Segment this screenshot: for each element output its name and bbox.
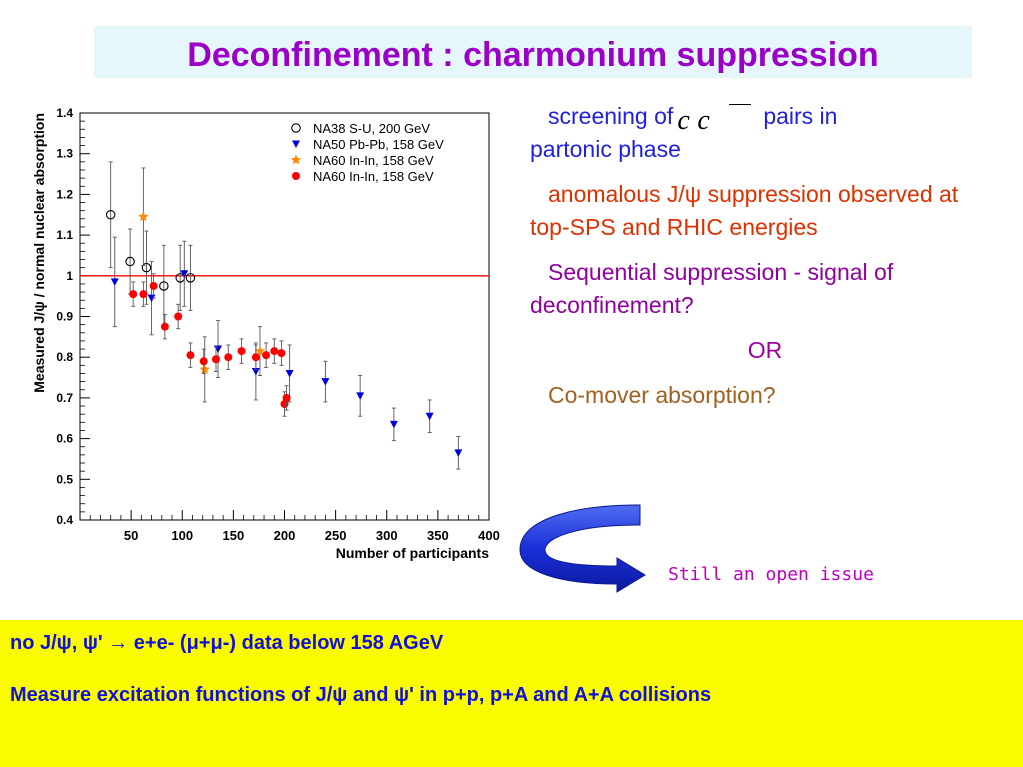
- suppression-chart: 0.4 0.5 0.6 0.7 0.8 0.9 1 1.1 1.2 1.3 1.4 50 100 150 2…: [31, 106, 500, 561]
- y-tick-label: 0.8: [56, 350, 73, 364]
- data-point: [180, 270, 189, 278]
- data-point: [251, 353, 260, 362]
- data-point: [356, 392, 365, 400]
- bullet-screening: screening of c c pairs in partonic phase: [530, 100, 1000, 166]
- data-point: [270, 347, 279, 356]
- y-tick-label: 0.9: [56, 310, 73, 324]
- data-point: [199, 357, 208, 366]
- data-point: [254, 345, 266, 356]
- data-point: [160, 322, 169, 331]
- data-point: [199, 363, 210, 374]
- curved-arrow-icon: [519, 504, 646, 593]
- legend-label: NA50 Pb-Pb, 158 GeV: [313, 137, 444, 152]
- x-axis-label: Number of participants: [336, 545, 489, 561]
- y-tick-label: 1: [66, 269, 73, 283]
- bullet-sequential: Sequential suppression - signal of decon…: [530, 256, 1000, 322]
- x-tick-label: 400: [478, 528, 500, 543]
- x-tick-label: 200: [274, 528, 296, 543]
- plot-frame: [79, 112, 490, 521]
- data-point: [149, 281, 158, 290]
- legend-label: NA60 In-In, 158 GeV: [313, 169, 434, 184]
- data-point: [105, 210, 116, 220]
- y-axis-label: Measured J/ψ / normal nuclear absorption: [31, 113, 47, 393]
- data-point: [129, 290, 138, 299]
- y-tick-label: 0.4: [56, 513, 73, 527]
- bottom-line-1: no J/ψ, ψ' → e+e- (μ+μ-) data below 158 …: [10, 632, 444, 654]
- legend-marker: [292, 172, 300, 180]
- bullet-comover-text: Co-mover absorption?: [548, 382, 776, 408]
- bullet-screening-post: pairs in: [763, 103, 838, 129]
- legend-marker: [292, 140, 300, 148]
- data-point: [285, 369, 294, 378]
- data-point: [139, 290, 148, 299]
- x-tick-label: 250: [325, 528, 347, 543]
- bullet-screening-pre: screening of: [548, 103, 674, 129]
- x-tick-label: 100: [171, 528, 193, 543]
- y-tick-label: 1.4: [56, 106, 73, 120]
- y-tick-label: 0.5: [56, 472, 73, 486]
- data-point: [141, 262, 152, 273]
- data-point: [185, 273, 196, 283]
- y-tick-label: 0.7: [56, 391, 73, 405]
- bullet-comover: Co-mover absorption?: [530, 379, 1000, 412]
- open-issue-note: Still an open issue: [668, 564, 874, 585]
- title-band: Deconfinement : charmonium suppression: [94, 26, 972, 78]
- x-tick-label: 50: [124, 528, 138, 543]
- data-point: [125, 256, 135, 267]
- bullet-or: OR: [747, 337, 783, 363]
- data-point: [211, 355, 220, 364]
- y-tick-label: 1.2: [56, 187, 73, 201]
- data-point: [237, 347, 246, 356]
- data-point: [454, 449, 463, 457]
- data-point: [224, 353, 233, 362]
- y-tick-label: 1.3: [56, 147, 73, 161]
- bullet-anomalous: anomalous J/ψ suppression observed at to…: [530, 178, 1000, 244]
- bullet-screening-line2: partonic phase: [530, 136, 681, 162]
- data-point: [186, 351, 195, 360]
- bullet-list: screening of c c pairs in partonic phase an…: [530, 100, 1000, 424]
- slide-title: Deconfinement : charmonium suppression: [187, 36, 879, 74]
- x-tick-label: 150: [223, 528, 245, 543]
- data-point: [282, 393, 291, 402]
- x-tick-label: 350: [427, 528, 449, 543]
- legend-label: NA60 In-In, 158 GeV: [313, 153, 434, 168]
- data-point: [174, 312, 183, 321]
- bullet-sequential-text: Sequential suppression - signal of decon…: [530, 259, 894, 318]
- data-point: [321, 378, 330, 386]
- bottom-line-2: Measure excitation functions of J/ψ and …: [10, 684, 712, 706]
- x-tick-label: 300: [376, 528, 398, 543]
- bottom-band: no J/ψ, ψ' → e+e- (μ+μ-) data below 158 …: [0, 620, 1023, 767]
- legend-label: NA38 S-U, 200 GeV: [313, 121, 430, 136]
- data-point: [159, 281, 169, 291]
- legend-marker: [291, 123, 301, 133]
- y-tick-label: 1.1: [56, 228, 73, 242]
- data-point: [425, 412, 434, 421]
- data-point: [277, 349, 286, 358]
- y-tick-label: 0.6: [56, 432, 73, 446]
- data-point: [110, 278, 119, 286]
- data-point: [389, 420, 398, 429]
- data-point: [138, 211, 149, 222]
- legend-marker: [290, 154, 302, 165]
- data-point: [262, 351, 271, 360]
- bullet-anomalous-text: anomalous J/ψ suppression observed at to…: [530, 181, 959, 240]
